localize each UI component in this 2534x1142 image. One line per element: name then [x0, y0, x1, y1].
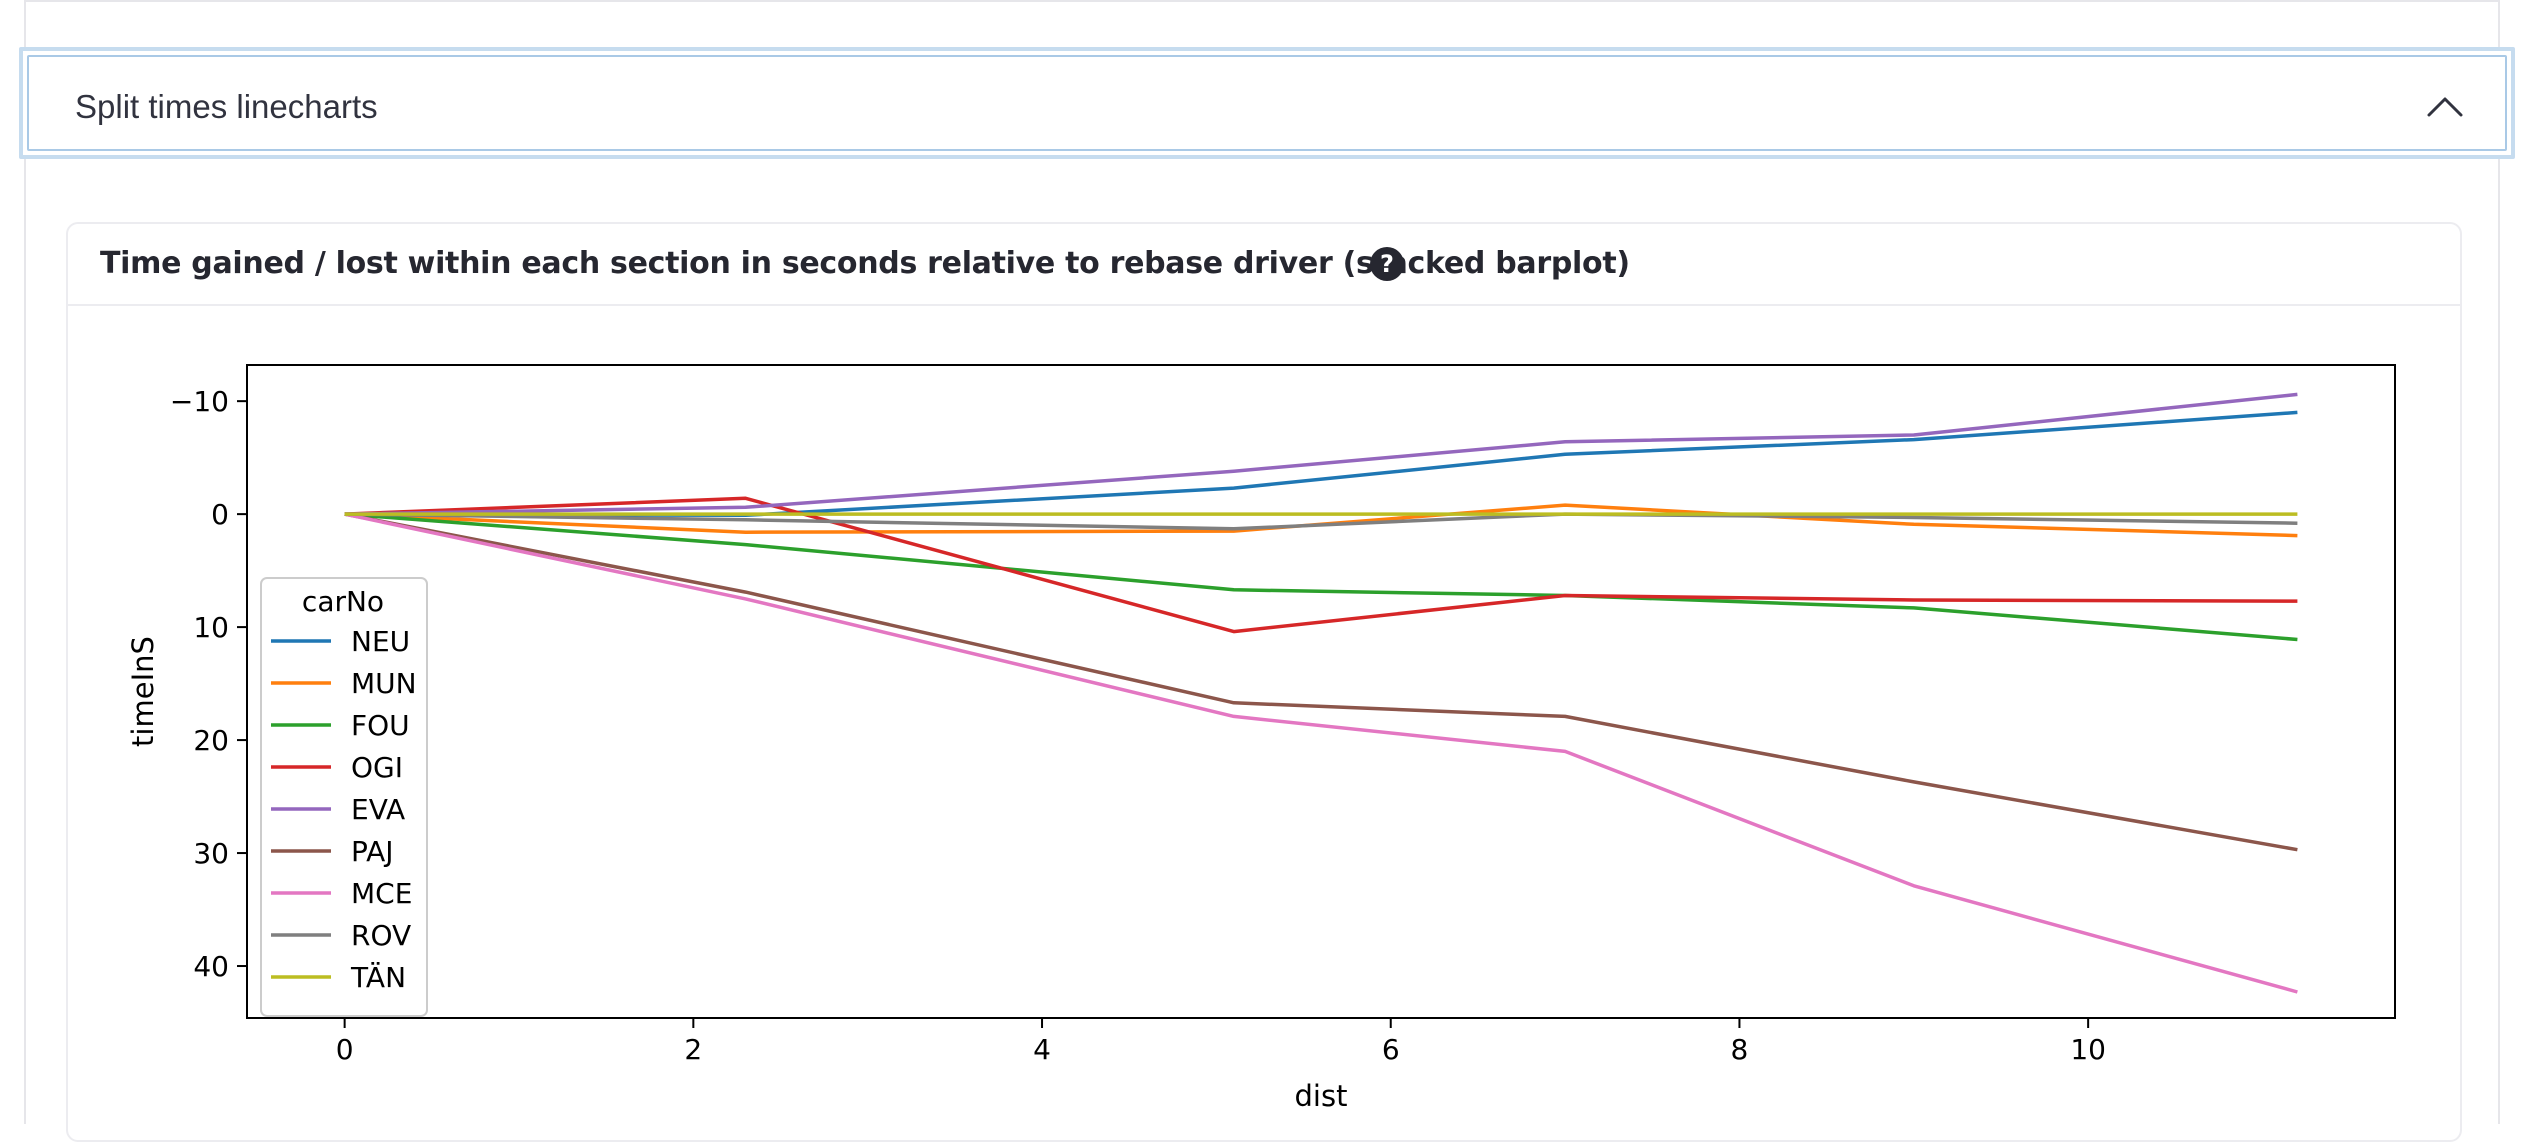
expander-focus-ring: Split times linecharts [27, 55, 2507, 151]
series-line-mce [344, 512, 2298, 994]
y-tick-label: 20 [193, 724, 229, 757]
legend-label-tän: TÄN [350, 961, 406, 994]
x-tick-label: 8 [1731, 1033, 1749, 1066]
series-line-mun [344, 503, 2298, 538]
y-tick-label: −10 [170, 385, 229, 418]
series-line-eva [344, 392, 2298, 516]
x-axis-label: dist [1295, 1079, 1348, 1113]
series-line-paj [344, 512, 2298, 852]
chart-card: Time gained / lost within each section i… [66, 222, 2462, 1142]
legend-label-mun: MUN [351, 667, 417, 700]
plot-frame [246, 364, 2396, 1019]
legend-label-fou: FOU [351, 709, 410, 742]
series-line-rov [344, 512, 2298, 531]
x-tick-label: 0 [336, 1033, 354, 1066]
series-line-fou [344, 512, 2298, 642]
question-circle-icon[interactable]: ? [1369, 246, 1405, 282]
legend-label-ogi: OGI [351, 751, 403, 784]
chart-card-header: Time gained / lost within each section i… [68, 224, 2460, 306]
x-tick-label: 6 [1382, 1033, 1400, 1066]
y-axis-label: timeInS [126, 636, 160, 747]
series-line-ogi [344, 496, 2298, 634]
x-tick-label: 2 [684, 1033, 702, 1066]
expander-header[interactable]: Split times linecharts [19, 47, 2515, 159]
legend-label-rov: ROV [351, 919, 411, 952]
y-tick-label: 40 [193, 950, 229, 983]
expander-title: Split times linecharts [75, 88, 378, 125]
legend-label-paj: PAJ [351, 835, 394, 868]
legend-label-neu: NEU [351, 625, 410, 658]
y-tick-label: 0 [211, 498, 229, 531]
x-tick-label: 10 [2070, 1033, 2106, 1066]
svg-text:?: ? [1380, 250, 1394, 278]
legend-label-mce: MCE [351, 877, 412, 910]
main-container [24, 0, 2500, 1124]
x-tick-label: 4 [1033, 1033, 1051, 1066]
legend-label-eva: EVA [351, 793, 405, 826]
legend-box [260, 577, 428, 1017]
y-tick-label: 10 [193, 611, 229, 644]
y-tick-label: 30 [193, 837, 229, 870]
chevron-up-icon[interactable] [2425, 89, 2465, 125]
legend-title: carNo [302, 585, 384, 618]
